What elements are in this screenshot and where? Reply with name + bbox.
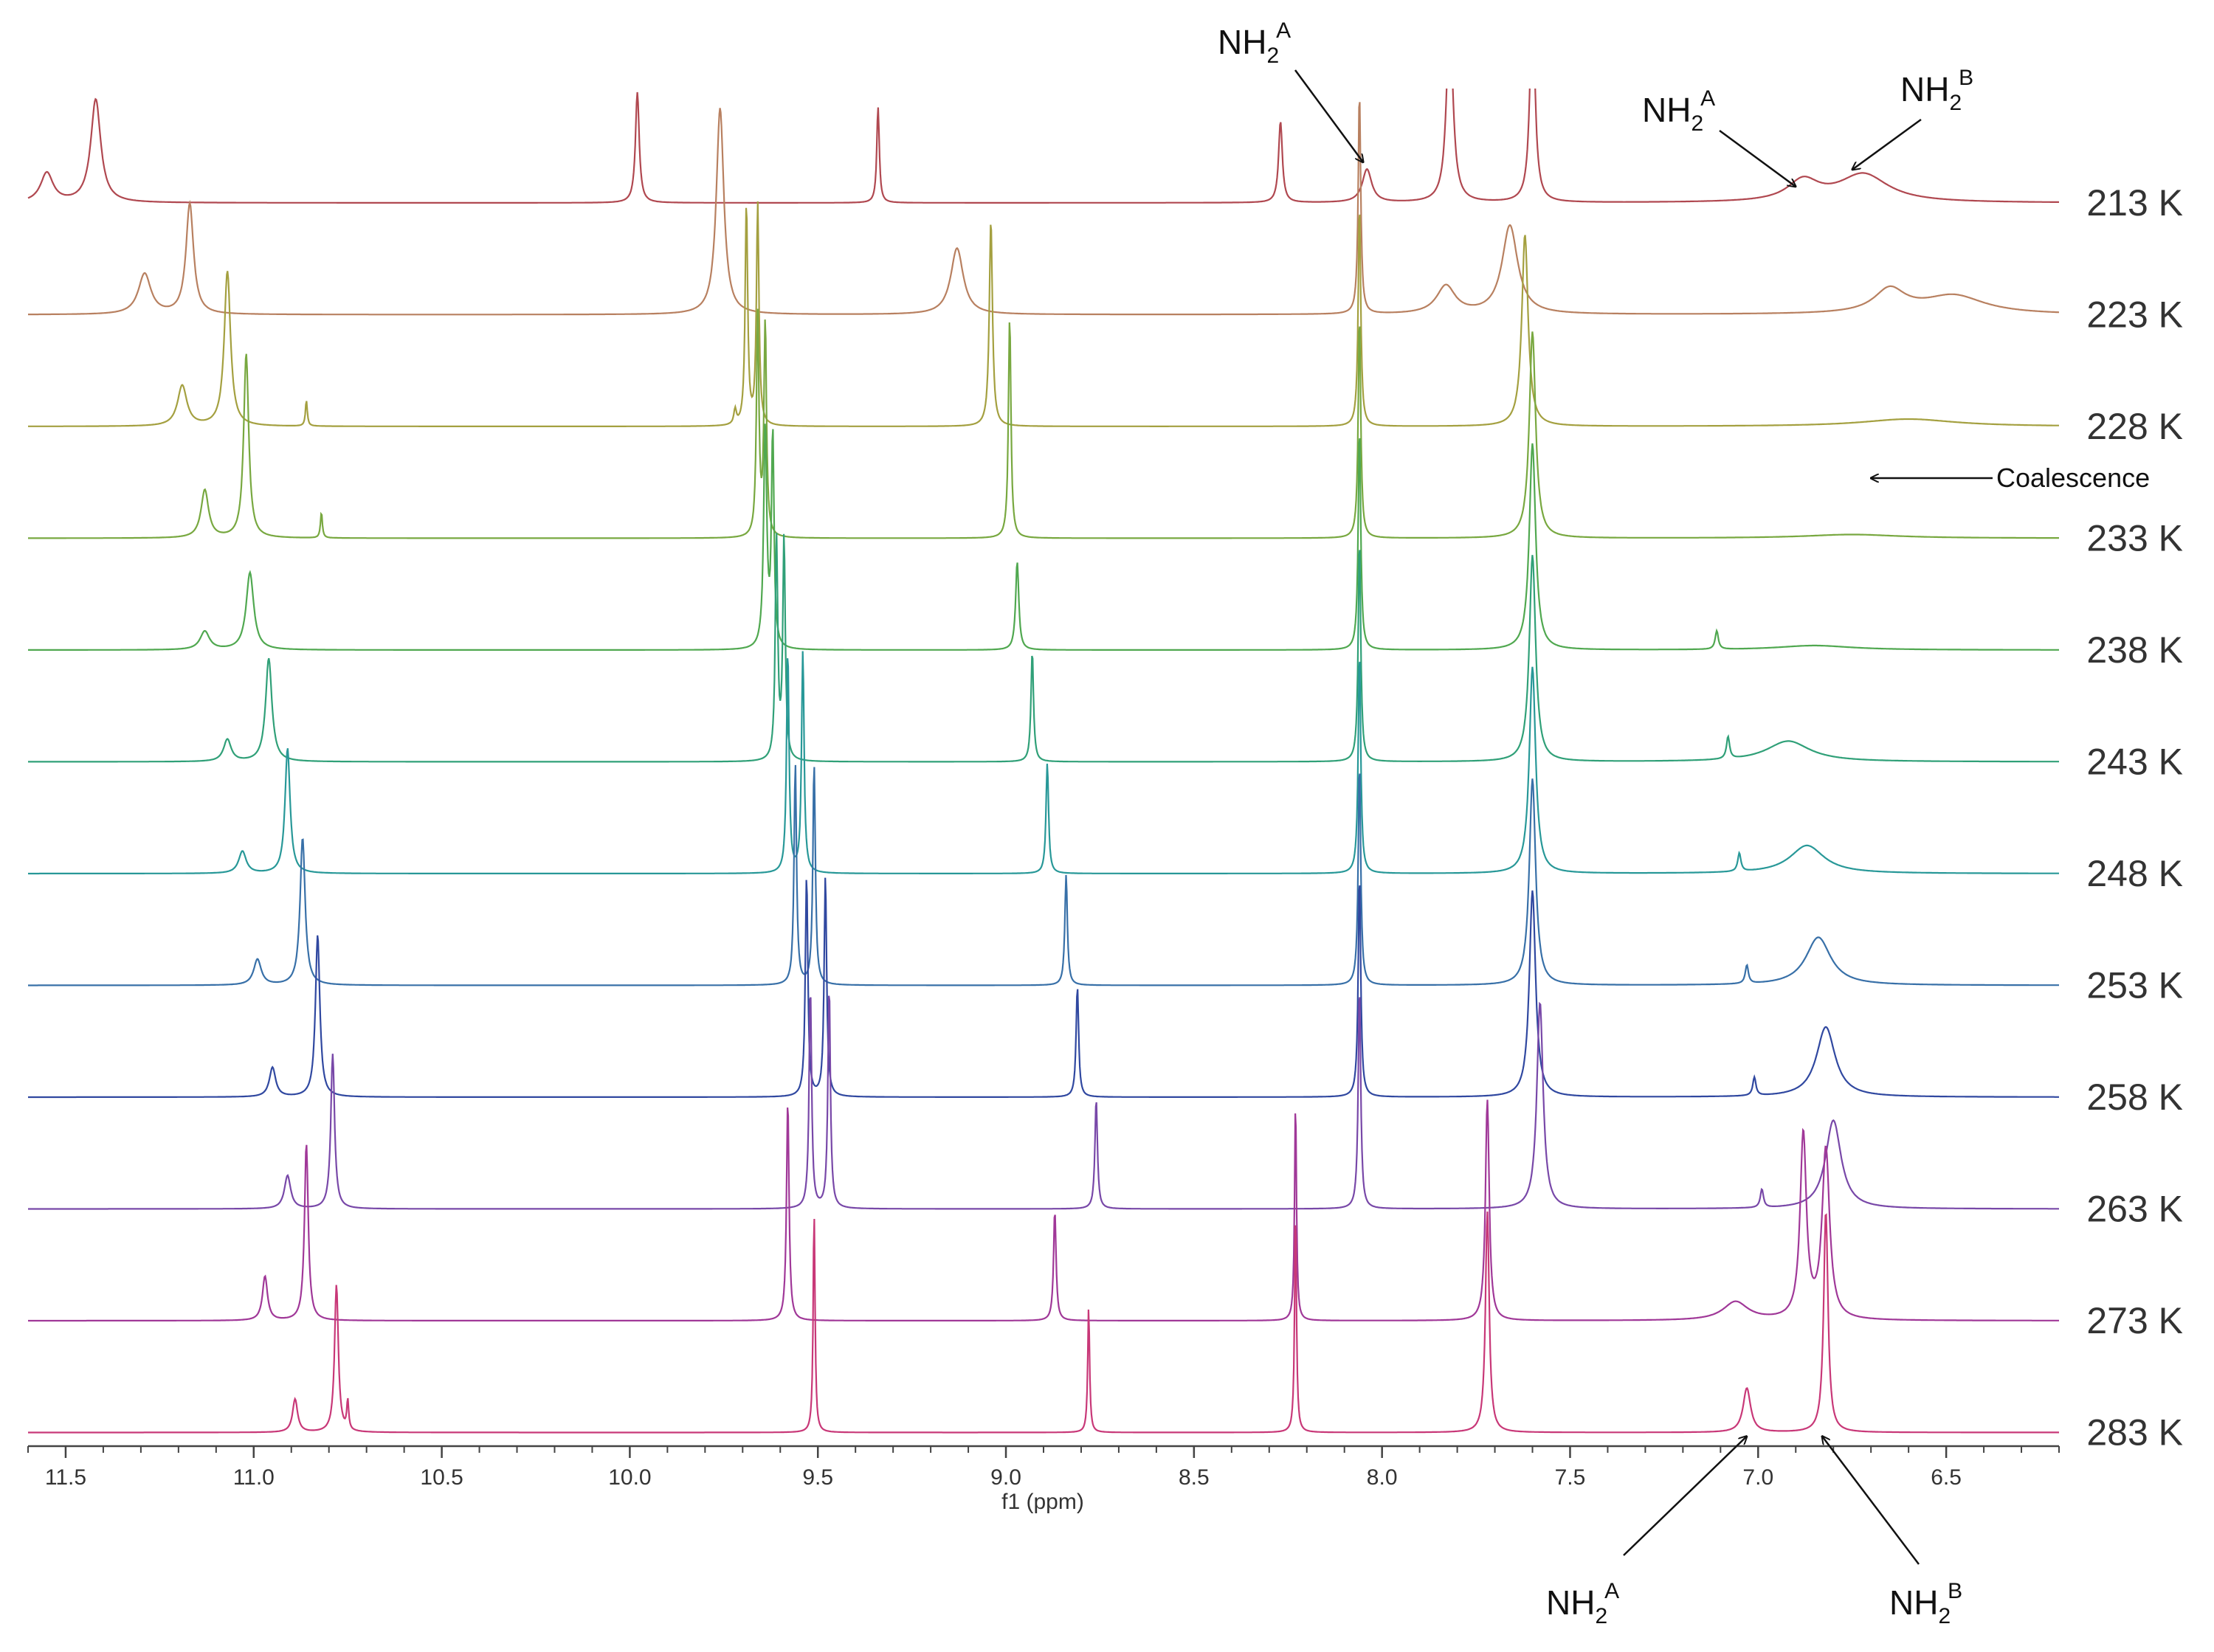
- temp-label: 273 K: [2086, 1300, 2183, 1341]
- x-tick-label: 6.5: [1931, 1465, 1962, 1490]
- coalescence-label: Coalescence: [1996, 463, 2150, 493]
- x-tick-label: 10.0: [608, 1465, 651, 1490]
- annotation-label: NH2A: [1218, 18, 1291, 68]
- temp-label: 238 K: [2086, 629, 2183, 671]
- x-tick-label: 8.5: [1179, 1465, 1210, 1490]
- temp-label: 253 K: [2086, 965, 2183, 1006]
- annotation-arrow: [1719, 129, 1796, 187]
- temp-label: 213 K: [2086, 182, 2183, 224]
- temperature-labels: 213 K 223 K 228 K 233 K 238 K 243 K 248 K 253 K…: [2086, 182, 2183, 1454]
- temp-label: 223 K: [2086, 294, 2183, 336]
- spectrum-263k: [28, 995, 2059, 1210]
- spectrum-228k: [28, 201, 2059, 427]
- spectrum-253k: [28, 764, 2059, 986]
- spectrum-283k: [28, 1212, 2059, 1434]
- coalescence-annotation: Coalescence: [1871, 463, 2150, 493]
- temp-label: 248 K: [2086, 853, 2183, 894]
- spectrum-243k: [28, 533, 2059, 763]
- x-tick-label: 7.0: [1742, 1465, 1773, 1490]
- x-tick-label: 9.0: [990, 1465, 1021, 1490]
- temp-label: 283 K: [2086, 1412, 2183, 1454]
- x-tick-label: 8.0: [1367, 1465, 1398, 1490]
- x-tick-label: 7.5: [1555, 1465, 1586, 1490]
- annotation-nh2-a: NH2A: [1642, 86, 1796, 187]
- spectrum-223k: [28, 102, 2059, 316]
- spectrum-258k: [28, 877, 2059, 1099]
- x-tick-label: 9.5: [802, 1465, 833, 1490]
- annotation-nh2-a: NH2A: [1218, 18, 1363, 162]
- annotation-arrow: [1822, 1437, 1920, 1565]
- annotation-label: NH2B: [1900, 66, 1973, 115]
- annotation-label: NH2A: [1546, 1579, 1619, 1628]
- x-tick-label: 11.5: [45, 1465, 86, 1490]
- temp-label: 258 K: [2086, 1076, 2183, 1118]
- x-axis-label: f1 (ppm): [1001, 1490, 1084, 1514]
- annotation-nh2-b: NH2B: [1852, 66, 1973, 170]
- spectrum-248k: [28, 651, 2059, 875]
- annotation-arrow: [1852, 118, 1922, 170]
- spectrum-213k: [27, 89, 2059, 204]
- annotation-label: NH2B: [1889, 1579, 1962, 1628]
- annotation-nh2-a: NH2A: [1546, 1437, 1747, 1628]
- temp-label: 228 K: [2086, 406, 2183, 447]
- temp-label: 233 K: [2086, 518, 2183, 559]
- temp-label: 263 K: [2086, 1189, 2183, 1230]
- spectrum-233k: [28, 308, 2059, 539]
- spectrum-273k: [28, 1099, 2059, 1322]
- annotation-nh2-b: NH2B: [1822, 1437, 1962, 1628]
- spectrum-238k: [28, 424, 2059, 651]
- spectra-traces: [27, 89, 2059, 1434]
- x-tick-label: 11.0: [233, 1465, 275, 1490]
- x-tick-label: 10.5: [420, 1465, 463, 1490]
- annotation-arrow: [1623, 1437, 1747, 1556]
- annotation-arrow: [1294, 69, 1363, 162]
- peak-annotations: NH2A NH2A NH2B NH2A NH2B: [1218, 18, 1973, 1628]
- x-axis: 11.5 11.0 10.5 10.0 9.5 9.0 8.5 8.0 7.5 7.0 6.5: [27, 1445, 2060, 1490]
- temp-label: 243 K: [2086, 742, 2183, 783]
- annotation-label: NH2A: [1642, 86, 1715, 136]
